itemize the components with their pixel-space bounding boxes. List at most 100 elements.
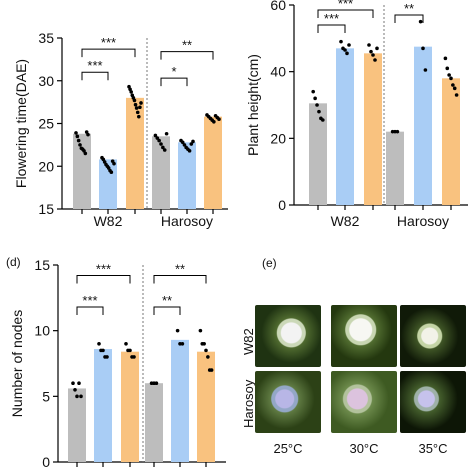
data-point [423, 68, 428, 72]
data-point [449, 76, 453, 81]
data-point [175, 328, 180, 333]
bar-harosoy-blue [414, 46, 432, 205]
data-point [83, 151, 88, 156]
bar-w82-blue [336, 48, 354, 206]
data-point [86, 132, 90, 137]
data-point [129, 90, 133, 94]
bar-harosoy-blue [171, 339, 189, 462]
data-point [161, 145, 165, 150]
significance-bracket [153, 275, 207, 284]
y-tick-label: 60 [270, 0, 286, 13]
photo-w82-25c [255, 305, 321, 367]
data-point [77, 381, 81, 386]
significance-bracket [76, 275, 131, 284]
y-tick-label: 20 [38, 158, 54, 174]
data-point [74, 131, 78, 135]
data-point [339, 39, 343, 44]
data-point [157, 138, 161, 143]
data-point [139, 101, 143, 105]
photo-row-label-w82: W82 [241, 328, 256, 355]
significance-label: ** [175, 262, 185, 277]
significance-label: *** [324, 11, 339, 26]
bar-w82-gray [73, 133, 91, 209]
significance-bracket [317, 24, 346, 33]
significance-bracket [153, 306, 181, 316]
data-point [189, 142, 194, 146]
data-point [79, 394, 83, 399]
bar-harosoy-orange [442, 78, 460, 205]
data-point [73, 387, 77, 392]
data-point [204, 348, 208, 353]
bar-harosoy-blue [178, 142, 196, 209]
y-axis-label: Number of nodes [9, 310, 25, 417]
y-axis-label: Plant height(cm) [245, 54, 261, 156]
data-point [452, 86, 457, 91]
data-point [137, 114, 141, 119]
data-point [317, 109, 321, 114]
data-point [375, 46, 379, 51]
significance-label: ** [182, 38, 192, 53]
data-point [454, 93, 459, 97]
data-point [445, 66, 450, 71]
data-point [187, 149, 192, 153]
data-point [182, 143, 187, 147]
y-tick-label: 10 [34, 323, 50, 339]
group-label: W82 [94, 213, 123, 229]
y-tick-label: 35 [38, 30, 54, 46]
bar-w82-orange [364, 53, 382, 206]
panel-d-tag: (d) [6, 255, 21, 269]
data-point [367, 43, 371, 47]
temp-label-35: 35°C [418, 441, 448, 456]
data-point [155, 136, 160, 140]
photo-harosoy-35c [400, 371, 466, 433]
significance-bracket [317, 9, 374, 18]
data-point [443, 56, 448, 61]
data-point [321, 118, 325, 122]
data-point [153, 133, 158, 138]
data-point [198, 328, 203, 333]
bar-harosoy-gray [386, 131, 404, 205]
significance-label: *** [338, 0, 353, 11]
data-point [78, 143, 82, 147]
data-point [132, 355, 136, 359]
photo-row-label-harosoy: Harosoy [241, 379, 256, 428]
data-point [371, 53, 375, 57]
y-tick-label: 0 [42, 454, 50, 470]
significance-bracket [81, 71, 109, 81]
y-tick-label: 40 [270, 64, 286, 80]
data-point [418, 19, 423, 24]
significance-bracket [160, 77, 188, 87]
bar-w82-orange [121, 351, 139, 462]
significance-label: ** [404, 1, 414, 16]
data-point [206, 355, 210, 359]
data-point [315, 103, 319, 107]
significance-label: *** [96, 262, 111, 277]
data-point [421, 46, 425, 51]
y-tick-label: 15 [34, 257, 50, 273]
significance-bracket [76, 306, 104, 316]
significance-bracket [81, 48, 136, 58]
photo-w82-35c [400, 305, 466, 367]
data-point [101, 348, 105, 353]
data-point [447, 73, 451, 77]
y-axis-label: Flowering time(DAE) [13, 59, 29, 188]
data-point [343, 48, 347, 52]
bar-w82-blue [94, 349, 112, 462]
data-point [191, 139, 195, 144]
data-point [202, 342, 206, 346]
data-point [159, 142, 163, 146]
data-point [311, 89, 316, 94]
data-point [313, 96, 317, 101]
temp-label-25: 25°C [273, 441, 303, 456]
panel-e-tag: (e) [262, 256, 277, 270]
y-tick-label: 0 [278, 197, 286, 213]
data-point [180, 342, 185, 346]
data-point [135, 110, 140, 115]
bar-harosoy-gray [152, 136, 170, 209]
data-point [128, 348, 132, 353]
photo-harosoy-30c [331, 371, 397, 433]
significance-label: *** [101, 35, 116, 50]
significance-label: *** [82, 293, 97, 308]
data-point [124, 342, 128, 346]
